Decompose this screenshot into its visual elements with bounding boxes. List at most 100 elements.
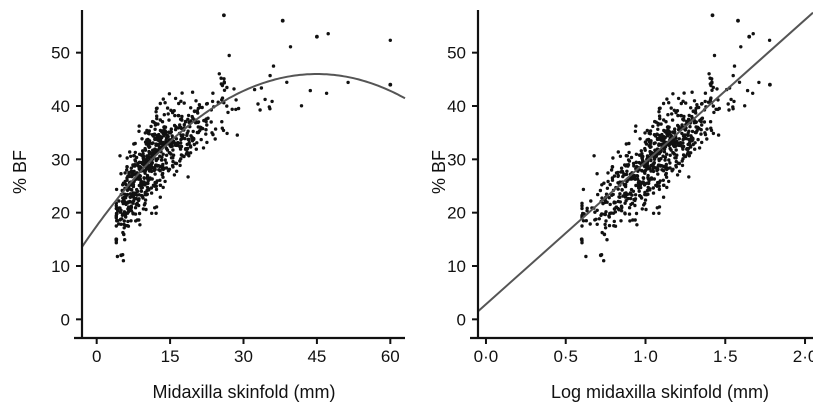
data-point <box>653 119 657 124</box>
data-point <box>597 217 601 221</box>
data-point <box>141 149 145 153</box>
data-point <box>195 141 199 145</box>
data-point <box>263 97 267 102</box>
data-point <box>708 98 713 102</box>
data-point <box>625 169 629 173</box>
data-point <box>655 132 659 136</box>
data-point <box>635 223 639 227</box>
left-points <box>114 13 393 263</box>
data-point <box>164 130 168 134</box>
data-point <box>139 189 144 193</box>
data-point <box>150 141 154 146</box>
data-point <box>667 130 672 134</box>
data-point <box>708 120 713 124</box>
data-point <box>147 152 151 156</box>
data-point <box>683 154 688 159</box>
data-point <box>694 120 698 124</box>
data-point <box>346 80 350 85</box>
data-point <box>685 119 689 124</box>
right-fit-line <box>477 11 813 313</box>
data-point <box>616 199 620 204</box>
data-point <box>616 150 620 154</box>
data-point <box>134 219 138 223</box>
data-point <box>618 154 623 158</box>
data-point <box>259 86 264 90</box>
data-point <box>613 210 618 214</box>
data-point <box>140 162 145 166</box>
data-point <box>610 165 615 169</box>
data-point <box>664 171 668 176</box>
data-point <box>634 124 638 128</box>
data-point <box>580 206 584 211</box>
data-point <box>158 101 162 106</box>
data-point <box>675 173 680 177</box>
y-tick-label: 50 <box>447 44 466 63</box>
data-point <box>388 82 393 87</box>
data-point <box>388 38 392 42</box>
data-point <box>703 131 707 135</box>
data-point <box>602 212 607 216</box>
data-point <box>708 82 712 86</box>
data-point <box>671 141 675 146</box>
data-point <box>133 159 138 163</box>
data-point <box>153 127 157 131</box>
y-tick-label: 40 <box>51 97 70 116</box>
data-point <box>699 128 703 132</box>
data-point <box>605 238 609 242</box>
data-point <box>171 159 175 164</box>
data-point <box>668 161 672 165</box>
data-point <box>147 169 152 173</box>
data-point <box>299 104 304 108</box>
data-point <box>162 113 166 117</box>
data-point <box>699 132 703 136</box>
data-point <box>122 219 127 223</box>
data-point <box>121 183 125 187</box>
data-point <box>657 187 662 192</box>
data-point <box>156 164 161 168</box>
data-point <box>220 98 224 102</box>
data-point <box>175 169 179 173</box>
data-point <box>594 217 598 221</box>
data-point <box>179 141 183 145</box>
data-point <box>642 169 646 174</box>
data-point <box>125 165 129 169</box>
data-point <box>161 167 165 172</box>
data-point <box>173 127 178 132</box>
data-point <box>629 155 634 160</box>
data-point <box>148 163 152 168</box>
right-points <box>579 13 772 263</box>
data-point <box>183 136 187 141</box>
data-point <box>767 38 772 42</box>
data-point <box>169 127 173 131</box>
data-point <box>640 207 644 211</box>
data-point <box>677 169 682 173</box>
data-point <box>633 218 637 222</box>
data-point <box>136 164 140 168</box>
data-point <box>205 123 209 127</box>
data-point <box>642 203 646 207</box>
data-point <box>137 152 142 156</box>
data-point <box>270 99 274 104</box>
data-point <box>145 173 150 178</box>
data-point <box>692 99 697 103</box>
data-point <box>164 153 169 157</box>
data-point <box>180 136 184 141</box>
data-point <box>603 222 607 227</box>
data-point <box>174 137 179 141</box>
data-point <box>638 153 642 157</box>
data-point <box>140 137 144 141</box>
data-point <box>620 169 624 174</box>
data-point <box>598 253 603 258</box>
data-point <box>154 205 159 209</box>
left-y-axis-label: % BF <box>10 150 30 194</box>
data-point <box>662 135 666 139</box>
data-point <box>634 211 639 216</box>
data-point <box>674 156 678 160</box>
data-point <box>624 191 628 195</box>
data-point <box>647 181 651 186</box>
data-point <box>618 192 622 196</box>
y-tick-label: 0 <box>61 310 70 329</box>
data-point <box>620 188 624 192</box>
data-point <box>667 101 671 105</box>
